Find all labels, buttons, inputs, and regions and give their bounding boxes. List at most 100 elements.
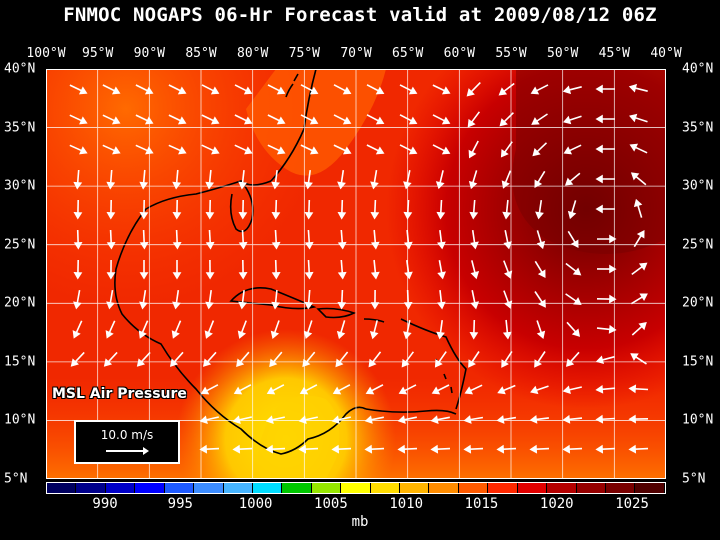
- wind-arrow-head-icon: [106, 181, 116, 190]
- wind-arrow-head-icon: [369, 330, 379, 340]
- wind-arrow-head-icon: [595, 355, 605, 365]
- wind-arrow-head-icon: [629, 113, 638, 123]
- wind-arrow-head-icon: [72, 330, 81, 339]
- wind-arrow-head-icon: [531, 117, 540, 125]
- wind-arrow-head-icon: [211, 146, 220, 155]
- wind-arrow-head-icon: [534, 359, 542, 368]
- wind-arrow-head-icon: [144, 86, 154, 95]
- wind-arrow-head-icon: [105, 330, 114, 339]
- colorbar-cell: [370, 483, 401, 493]
- wind-arrow-head-icon: [139, 181, 149, 190]
- colorbar-tick-label: 1000: [238, 496, 273, 512]
- pressure-map: [46, 69, 666, 479]
- wind-arrow-head-icon: [562, 444, 571, 454]
- wind-arrow-head-icon: [408, 86, 418, 95]
- longitude-label: 50°W: [547, 46, 579, 61]
- wind-arrow-head-icon: [199, 444, 208, 454]
- wind-arrow-head-icon: [464, 386, 474, 395]
- wind-arrow-head-icon: [265, 415, 274, 425]
- longitude-label: 95°W: [82, 46, 114, 61]
- wind-arrow-head-icon: [106, 272, 116, 280]
- wind-arrow-head-icon: [337, 241, 347, 250]
- wind-arrow-head-icon: [529, 414, 538, 424]
- wind-arrow-head-icon: [70, 358, 79, 367]
- wind-arrow-head-icon: [337, 212, 347, 220]
- wind-arrow-head-icon: [628, 83, 638, 93]
- wind-arrow-head-icon: [441, 116, 451, 125]
- wind-arrow-head-icon: [271, 241, 281, 250]
- wind-arrow-head-icon: [529, 444, 538, 454]
- wind-arrow-head-icon: [106, 301, 115, 310]
- wind-arrow-head-icon: [470, 241, 479, 250]
- wind-arrow-head-icon: [408, 146, 418, 155]
- wind-arrow-head-icon: [397, 444, 406, 454]
- wind-arrow-head-icon: [595, 114, 603, 124]
- map-frame: [46, 69, 666, 479]
- wind-arrow-head-icon: [136, 358, 146, 367]
- latitude-label-right: 30°N: [682, 178, 714, 194]
- wind-arrow-head-icon: [403, 241, 413, 250]
- wind-arrow-head-icon: [178, 146, 187, 155]
- wind-arrow-head-icon: [172, 242, 182, 250]
- wind-arrow-head-icon: [628, 444, 637, 454]
- wind-arrow-head-icon: [401, 358, 410, 368]
- wind-arrow-head-icon: [501, 359, 509, 368]
- wind-arrow-head-icon: [470, 301, 480, 310]
- colorbar-cell: [458, 483, 489, 493]
- wind-arrow-head-icon: [638, 321, 647, 331]
- wind-arrow-head-icon: [271, 301, 281, 310]
- colorbar-cell: [606, 483, 636, 493]
- colorbar-cell: [47, 483, 77, 493]
- wind-arrow-head-icon: [304, 212, 314, 220]
- wind-arrow-head-icon: [342, 116, 352, 125]
- wind-arrow-head-icon: [562, 85, 572, 95]
- longitude-label: 90°W: [133, 46, 165, 61]
- wind-arrow-head-icon: [375, 86, 385, 95]
- colorbar-cell: [311, 483, 342, 493]
- longitude-label: 70°W: [340, 46, 372, 61]
- wind-arrow-head-icon: [233, 386, 243, 395]
- colorbar-tick-label: 995: [167, 496, 193, 512]
- wind-arrow-head-icon: [172, 301, 181, 310]
- wind-arrow-head-icon: [276, 86, 286, 95]
- latitude-label-right: 15°N: [682, 354, 714, 370]
- wind-arrow-head-icon: [364, 444, 373, 454]
- wind-arrow-head-icon: [434, 359, 443, 368]
- wind-arrow-head-icon: [202, 358, 212, 367]
- wind-arrow-head-icon: [238, 212, 248, 220]
- wind-arrow-head-icon: [398, 386, 408, 395]
- wind-arrow-head-icon: [309, 86, 319, 95]
- wind-arrow-head-icon: [503, 241, 512, 250]
- wind-arrow-head-icon: [469, 332, 479, 340]
- wind-arrow-head-icon: [501, 180, 510, 189]
- wind-arrow-head-icon: [172, 212, 182, 220]
- latitude-label-left: 20°N: [4, 295, 36, 311]
- wind-arrow-head-icon: [375, 116, 385, 125]
- wind-arrow-head-icon: [595, 84, 603, 94]
- wind-arrow-head-icon: [437, 301, 446, 310]
- wind-arrow-head-icon: [237, 330, 247, 339]
- wind-arrow-head-icon: [435, 181, 445, 190]
- wind-arrow-head-icon: [210, 116, 220, 125]
- wind-arrow-head-icon: [572, 267, 582, 276]
- latitude-label-right: 20°N: [682, 295, 714, 311]
- wind-arrow-head-icon: [633, 198, 643, 208]
- longitude-label: 60°W: [443, 46, 475, 61]
- wind-arrow-head-icon: [172, 272, 182, 280]
- wind-arrow-head-icon: [468, 359, 476, 368]
- wind-arrow-head-icon: [403, 331, 412, 340]
- wind-arrow-head-icon: [563, 115, 572, 125]
- wind-arrow-head-icon: [106, 242, 116, 250]
- colorbar-cell: [252, 483, 283, 493]
- wind-arrow-head-icon: [498, 87, 508, 96]
- wind-arrow-head-icon: [537, 269, 546, 279]
- wind-arrow-head-icon: [370, 212, 380, 220]
- colorbar-cell: [105, 483, 136, 493]
- wind-arrow-head-icon: [375, 146, 385, 155]
- wind-arrow-head-icon: [271, 181, 281, 190]
- wind-arrow-head-icon: [73, 272, 83, 280]
- latitude-label-right: 10°N: [682, 412, 714, 428]
- wind-arrow-head-icon: [468, 149, 477, 159]
- field-label: MSL Air Pressure: [52, 386, 187, 402]
- wind-arrow-head-icon: [271, 272, 281, 280]
